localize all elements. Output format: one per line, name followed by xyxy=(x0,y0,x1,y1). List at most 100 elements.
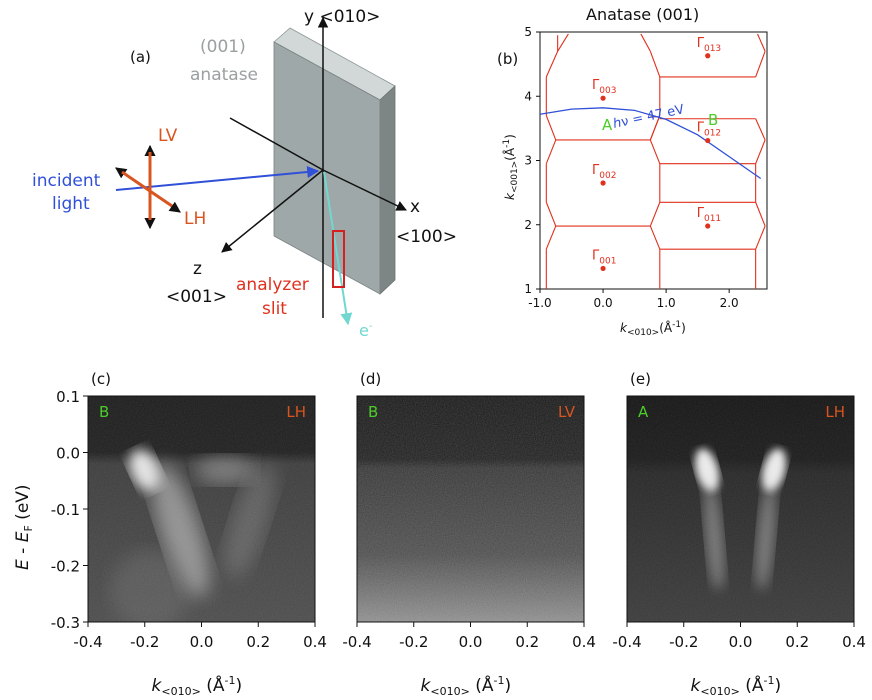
bz-xtick-label: 2.0 xyxy=(720,296,739,310)
bz-xtick-label: 1.0 xyxy=(657,296,676,310)
gamma-label-011: Γ011 xyxy=(697,206,721,224)
arpes-panel-label: (c) xyxy=(91,370,111,388)
arpes-point-label: B xyxy=(99,403,109,421)
gamma-label-003: Γ003 xyxy=(592,78,616,96)
zone-boundary xyxy=(545,139,557,164)
arpes-ylabel: E - EF (eV) xyxy=(13,484,35,570)
gamma-point-003 xyxy=(600,95,606,101)
photoelectron-path xyxy=(323,171,353,326)
point-b-label: B xyxy=(708,111,718,129)
gamma-point-011 xyxy=(705,223,711,229)
photon-energy-label: hν = 47 eV xyxy=(612,102,686,132)
zone-boundary xyxy=(649,139,661,164)
arpes-xtick-label: -0.4 xyxy=(342,633,371,651)
arpes-xtick-label: 0.4 xyxy=(303,633,327,651)
arpes-panel-label: (d) xyxy=(360,370,381,388)
gamma-point-002 xyxy=(600,180,606,186)
incident-light-line2: light xyxy=(52,194,90,214)
lv-label: LV xyxy=(158,126,178,146)
arpes-xtick-label: -0.2 xyxy=(669,633,698,651)
sample-label-line2: anatase xyxy=(190,65,258,85)
panel-b-label: (b) xyxy=(497,50,518,68)
zone-boundary xyxy=(649,202,661,227)
zone-boundary xyxy=(545,51,559,78)
bz-axis-ticks: -1.0 0.0 1.0 2.0 1 2 3 4 5 xyxy=(524,25,738,310)
arpes-xtick-label: 0.0 xyxy=(190,633,214,651)
arpes-xtick-label: 0.0 xyxy=(729,633,753,651)
zone-boundary xyxy=(755,202,766,227)
axis-z-label: z xyxy=(193,259,202,279)
axis-y-label: y <010> xyxy=(304,7,380,27)
axis-z-direction: <001> xyxy=(166,287,227,307)
axis-x-arrow xyxy=(322,169,407,211)
gamma-label-002: Γ002 xyxy=(592,163,616,181)
arpes-xtick-label: -0.2 xyxy=(130,633,159,651)
axis-x-back xyxy=(229,117,324,171)
arpes-ytick-label: -0.3 xyxy=(51,614,80,632)
zone-boundary xyxy=(755,225,766,250)
arpes-xtick-label: -0.2 xyxy=(399,633,428,651)
gamma-point-013 xyxy=(705,53,711,59)
panel-b: Anatase (001) (b) Γ001 Γ002 Γ003 Γ011 Γ012 Γ0… xyxy=(497,5,768,338)
zone-boundary xyxy=(649,115,661,141)
gamma-label-001: Γ001 xyxy=(592,248,616,266)
sample-slab-side xyxy=(379,85,396,295)
gamma-point-001 xyxy=(600,265,606,272)
arpes-ytick-label: 0.0 xyxy=(56,445,80,463)
arpes-xtick-label: 0.2 xyxy=(246,633,270,651)
zone-boundary xyxy=(755,139,766,164)
incident-light-line1: incident xyxy=(32,171,101,191)
zone-boundary xyxy=(649,225,661,250)
electron-label: e- xyxy=(359,321,373,340)
gamma-point-012 xyxy=(705,137,711,144)
arpes-polarization-label: LH xyxy=(825,403,845,421)
arpes-xtick-label: 0.2 xyxy=(515,633,539,651)
axis-z-arrow xyxy=(221,169,324,253)
gamma-label-012: Γ012 xyxy=(697,121,721,139)
zone-boundary xyxy=(649,51,661,78)
zone-boundary xyxy=(755,51,766,78)
zone-boundary xyxy=(757,33,766,52)
panel-a: (a) (001) anatase y <010> x <100> z <001… xyxy=(32,7,457,340)
bz-xtick-label: -1.0 xyxy=(528,296,551,310)
zone-boundary xyxy=(545,225,557,250)
arpes-polarization-label: LH xyxy=(286,403,306,421)
zone-boundary xyxy=(545,202,557,227)
zone-boundary xyxy=(755,118,766,141)
point-a-label: A xyxy=(602,116,613,134)
bz-ytick-label: 3 xyxy=(524,154,532,168)
arpes-xlabel: k<010> (Å-1) xyxy=(421,674,512,698)
arpes-xlabel: k<010> (Å-1) xyxy=(691,674,782,698)
bz-ytick-label: 1 xyxy=(524,282,532,296)
arpes-xtick-label: 0.4 xyxy=(572,633,596,651)
sample-label-line1: (001) xyxy=(200,37,246,57)
bz-xlabel: k<010>(Å-1) xyxy=(620,320,686,338)
arpes-xlabel: k<010> (Å-1) xyxy=(152,674,243,698)
lh-label: LH xyxy=(184,209,206,229)
arpes-image-c xyxy=(88,396,315,622)
arpes-panels: (c) B LH -0.4 -0.2 0.0 0.2 0.4 k<010> (Å-1) (d) B L… xyxy=(13,370,866,698)
sample-slab-front xyxy=(273,41,381,295)
arpes-ytick-label: 0.1 xyxy=(56,388,80,406)
arpes-xtick-label: -0.4 xyxy=(73,633,102,651)
arpes-ytick-label: -0.1 xyxy=(51,501,80,519)
arpes-xtick-label: 0.4 xyxy=(842,633,866,651)
bz-xtick-label: 0.0 xyxy=(594,296,613,310)
panel-b-title: Anatase (001) xyxy=(586,5,699,24)
brillouin-zone-grid xyxy=(545,33,766,289)
photon-energy-arc xyxy=(539,107,762,180)
bz-ytick-label: 5 xyxy=(524,25,532,39)
gamma-label-013: Γ013 xyxy=(697,36,721,54)
zone-boundary xyxy=(557,33,569,52)
arpes-point-label: B xyxy=(368,403,378,421)
arpes-image-e xyxy=(627,396,854,622)
arpes-panel-label: (e) xyxy=(630,370,651,388)
arpes-xtick-label: -0.4 xyxy=(612,633,641,651)
arpes-xtick-label: 0.0 xyxy=(459,633,483,651)
bz-ylabel: k<001>(Å-1) xyxy=(502,134,520,200)
zone-boundary xyxy=(545,115,557,141)
arpes-ytick-label: -0.2 xyxy=(51,558,80,576)
zone-boundary xyxy=(640,33,651,52)
analyzer-label-line1: analyzer xyxy=(236,275,309,295)
